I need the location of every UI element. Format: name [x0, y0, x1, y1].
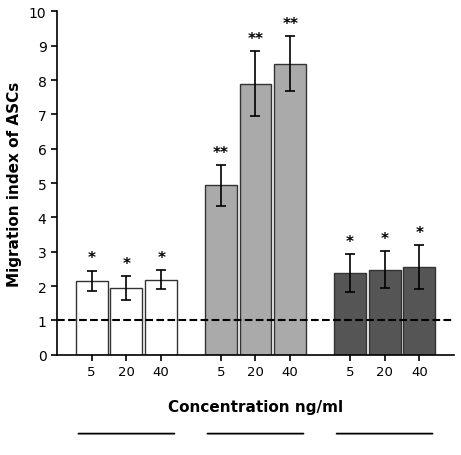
Bar — [274, 65, 306, 355]
Text: Concentration ng/ml: Concentration ng/ml — [168, 399, 343, 415]
Text: *: * — [346, 234, 354, 249]
Bar — [145, 280, 177, 355]
Text: **: ** — [248, 32, 264, 47]
Bar — [111, 288, 142, 355]
Text: *: * — [381, 231, 389, 246]
Bar — [76, 281, 108, 355]
Text: *: * — [157, 251, 165, 266]
Bar — [334, 273, 366, 355]
Bar — [369, 270, 401, 355]
Y-axis label: Migration index of ASCs: Migration index of ASCs — [7, 81, 22, 286]
Text: *: * — [123, 256, 130, 271]
Bar — [205, 186, 237, 355]
Text: *: * — [415, 225, 423, 240]
Bar — [240, 84, 272, 355]
Text: *: * — [88, 251, 96, 266]
Bar — [403, 268, 435, 355]
Text: **: ** — [282, 17, 298, 32]
Text: **: ** — [213, 146, 229, 160]
